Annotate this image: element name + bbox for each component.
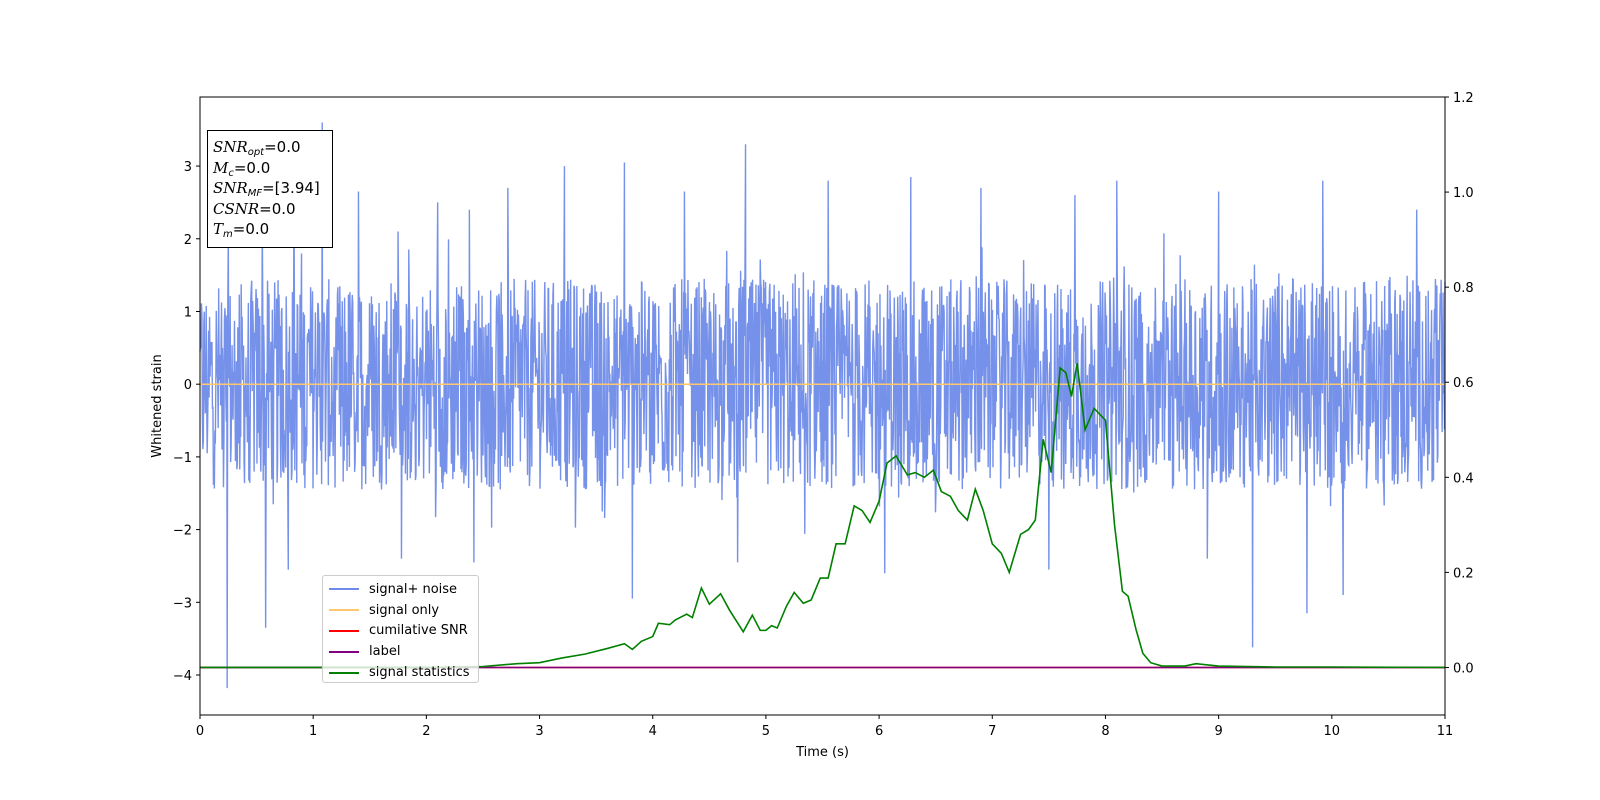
legend-item-cumulative-snr: cumilative SNR (329, 621, 472, 642)
y-right-tick-label: 0.8 (1453, 281, 1474, 296)
x-tick-label: 7 (988, 724, 996, 739)
x-tick-label: 11 (1437, 724, 1454, 739)
x-tick-label: 3 (535, 724, 543, 739)
legend-label: signal only (369, 602, 440, 618)
y-right-tick-label: 0.4 (1453, 471, 1474, 486)
y-left-tick-label: −3 (173, 596, 192, 611)
y-right-tick-label: 1.2 (1453, 91, 1474, 106)
x-tick-label: 5 (762, 724, 770, 739)
legend-swatch (329, 588, 359, 591)
info-row-csnr: CSNR=0.0 (213, 199, 296, 218)
x-axis-label: Time (s) (795, 745, 849, 760)
y-right-tick-label: 1.0 (1453, 186, 1474, 201)
y-left-tick-label: 3 (184, 160, 192, 175)
legend-label: signal statistics (369, 665, 470, 681)
y-axis-label: Whitened strain (150, 354, 165, 457)
legend-swatch (329, 609, 359, 612)
legend-item-signal-statistics: signal statistics (329, 662, 472, 683)
info-row-mc: Mc=0.0 (213, 158, 271, 179)
signal-noise-series (199, 122, 1446, 689)
x-tick-label: 8 (1101, 724, 1109, 739)
legend-swatch (329, 650, 359, 653)
signal-statistics-line (200, 363, 1446, 669)
info-row-snr-mf: SNRMF=[3.94] (213, 179, 320, 199)
axis-ticks: 0 1 2 3 4 5 6 7 8 9 10 113210−1−2−3−41.21.00.80.60.… (173, 91, 1474, 739)
signal-noise-line (199, 122, 1446, 689)
legend-label: cumilative SNR (369, 623, 468, 639)
x-tick-label: 0 (196, 724, 204, 739)
info-row-snr-opt: SNRopt=0.0 (213, 138, 301, 158)
y-right-tick-label: 0.2 (1453, 566, 1474, 581)
legend: signal+ noise signal only cumilative SNR… (322, 575, 479, 683)
y-left-tick-label: 0 (184, 378, 192, 393)
y-left-tick-label: 1 (184, 305, 192, 320)
x-tick-label: 1 (309, 724, 317, 739)
legend-item-label: label (329, 641, 472, 662)
info-row-tm: Tm=0.0 (213, 220, 270, 240)
legend-label: signal+ noise (369, 581, 458, 597)
y-right-tick-label: 0.6 (1453, 376, 1474, 391)
y-left-tick-label: −2 (173, 524, 192, 539)
y-left-tick-label: −1 (173, 451, 192, 466)
legend-label: label (369, 644, 401, 660)
legend-swatch (329, 629, 359, 632)
x-tick-label: 4 (649, 724, 657, 739)
y-left-tick-label: 2 (184, 233, 192, 248)
legend-swatch (329, 671, 359, 674)
x-tick-label: 2 (422, 724, 430, 739)
snr-info-box: SNRopt=0.0 Mc=0.0 SNRMF=[3.94] CSNR=0.0 … (207, 130, 333, 248)
legend-item-signal-only: signal only (329, 600, 472, 621)
y-left-tick-label: −4 (173, 669, 192, 684)
x-tick-label: 10 (1324, 724, 1341, 739)
x-tick-label: 6 (875, 724, 883, 739)
y-right-tick-label: 0.0 (1453, 661, 1474, 676)
plot-frame (199, 96, 1446, 716)
legend-item-signal-noise: signal+ noise (329, 579, 472, 600)
x-tick-label: 9 (1214, 724, 1222, 739)
